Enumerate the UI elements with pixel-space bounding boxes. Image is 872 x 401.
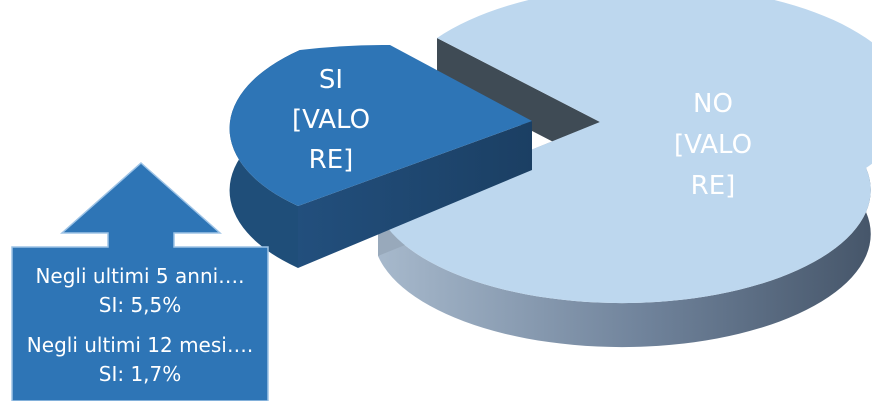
pie-slice-si-label-line3: RE] [309, 145, 354, 175]
pie-slice-si: SI [VALO RE] [229, 44, 532, 268]
callout-line-2: SI: 5,5% [99, 293, 182, 317]
pie-slice-no-label-line3: RE] [691, 171, 736, 201]
pie-slice-no-label-line2: [VALO [674, 130, 752, 160]
pie-slice-no-label-line1: NO [693, 89, 733, 119]
pie-slice-si-label-line1: SI [319, 65, 343, 95]
callout-arrow-shape [11, 161, 269, 401]
pie-slice-si-label-line2: [VALO [292, 105, 370, 135]
callout-line-1: Negli ultimi 5 anni…. [35, 264, 244, 288]
pie-slice-no: NO [VALO RE] [378, 0, 872, 348]
callout-line-4: SI: 1,7% [99, 362, 182, 386]
pie-slice-no-inner-wall [437, 38, 600, 166]
callout-line-3: Negli ultimi 12 mesi…. [27, 333, 253, 357]
pie-slice-si-front-wall [298, 121, 532, 268]
pie-slice-no-side [378, 168, 871, 348]
callout-arrow: Negli ultimi 5 anni…. SI: 5,5% Negli ult… [11, 161, 269, 401]
pie-slice-no-top [378, 0, 872, 304]
pie-slice-si-top [229, 44, 532, 206]
